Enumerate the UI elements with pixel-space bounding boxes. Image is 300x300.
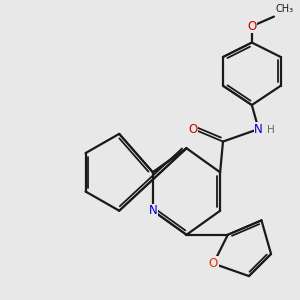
Text: CH₃: CH₃ <box>275 4 293 14</box>
Text: N: N <box>254 123 263 136</box>
Text: O: O <box>209 257 218 270</box>
Text: H: H <box>267 125 274 136</box>
Text: O: O <box>189 123 198 136</box>
Text: O: O <box>247 20 256 33</box>
Text: N: N <box>148 204 157 217</box>
